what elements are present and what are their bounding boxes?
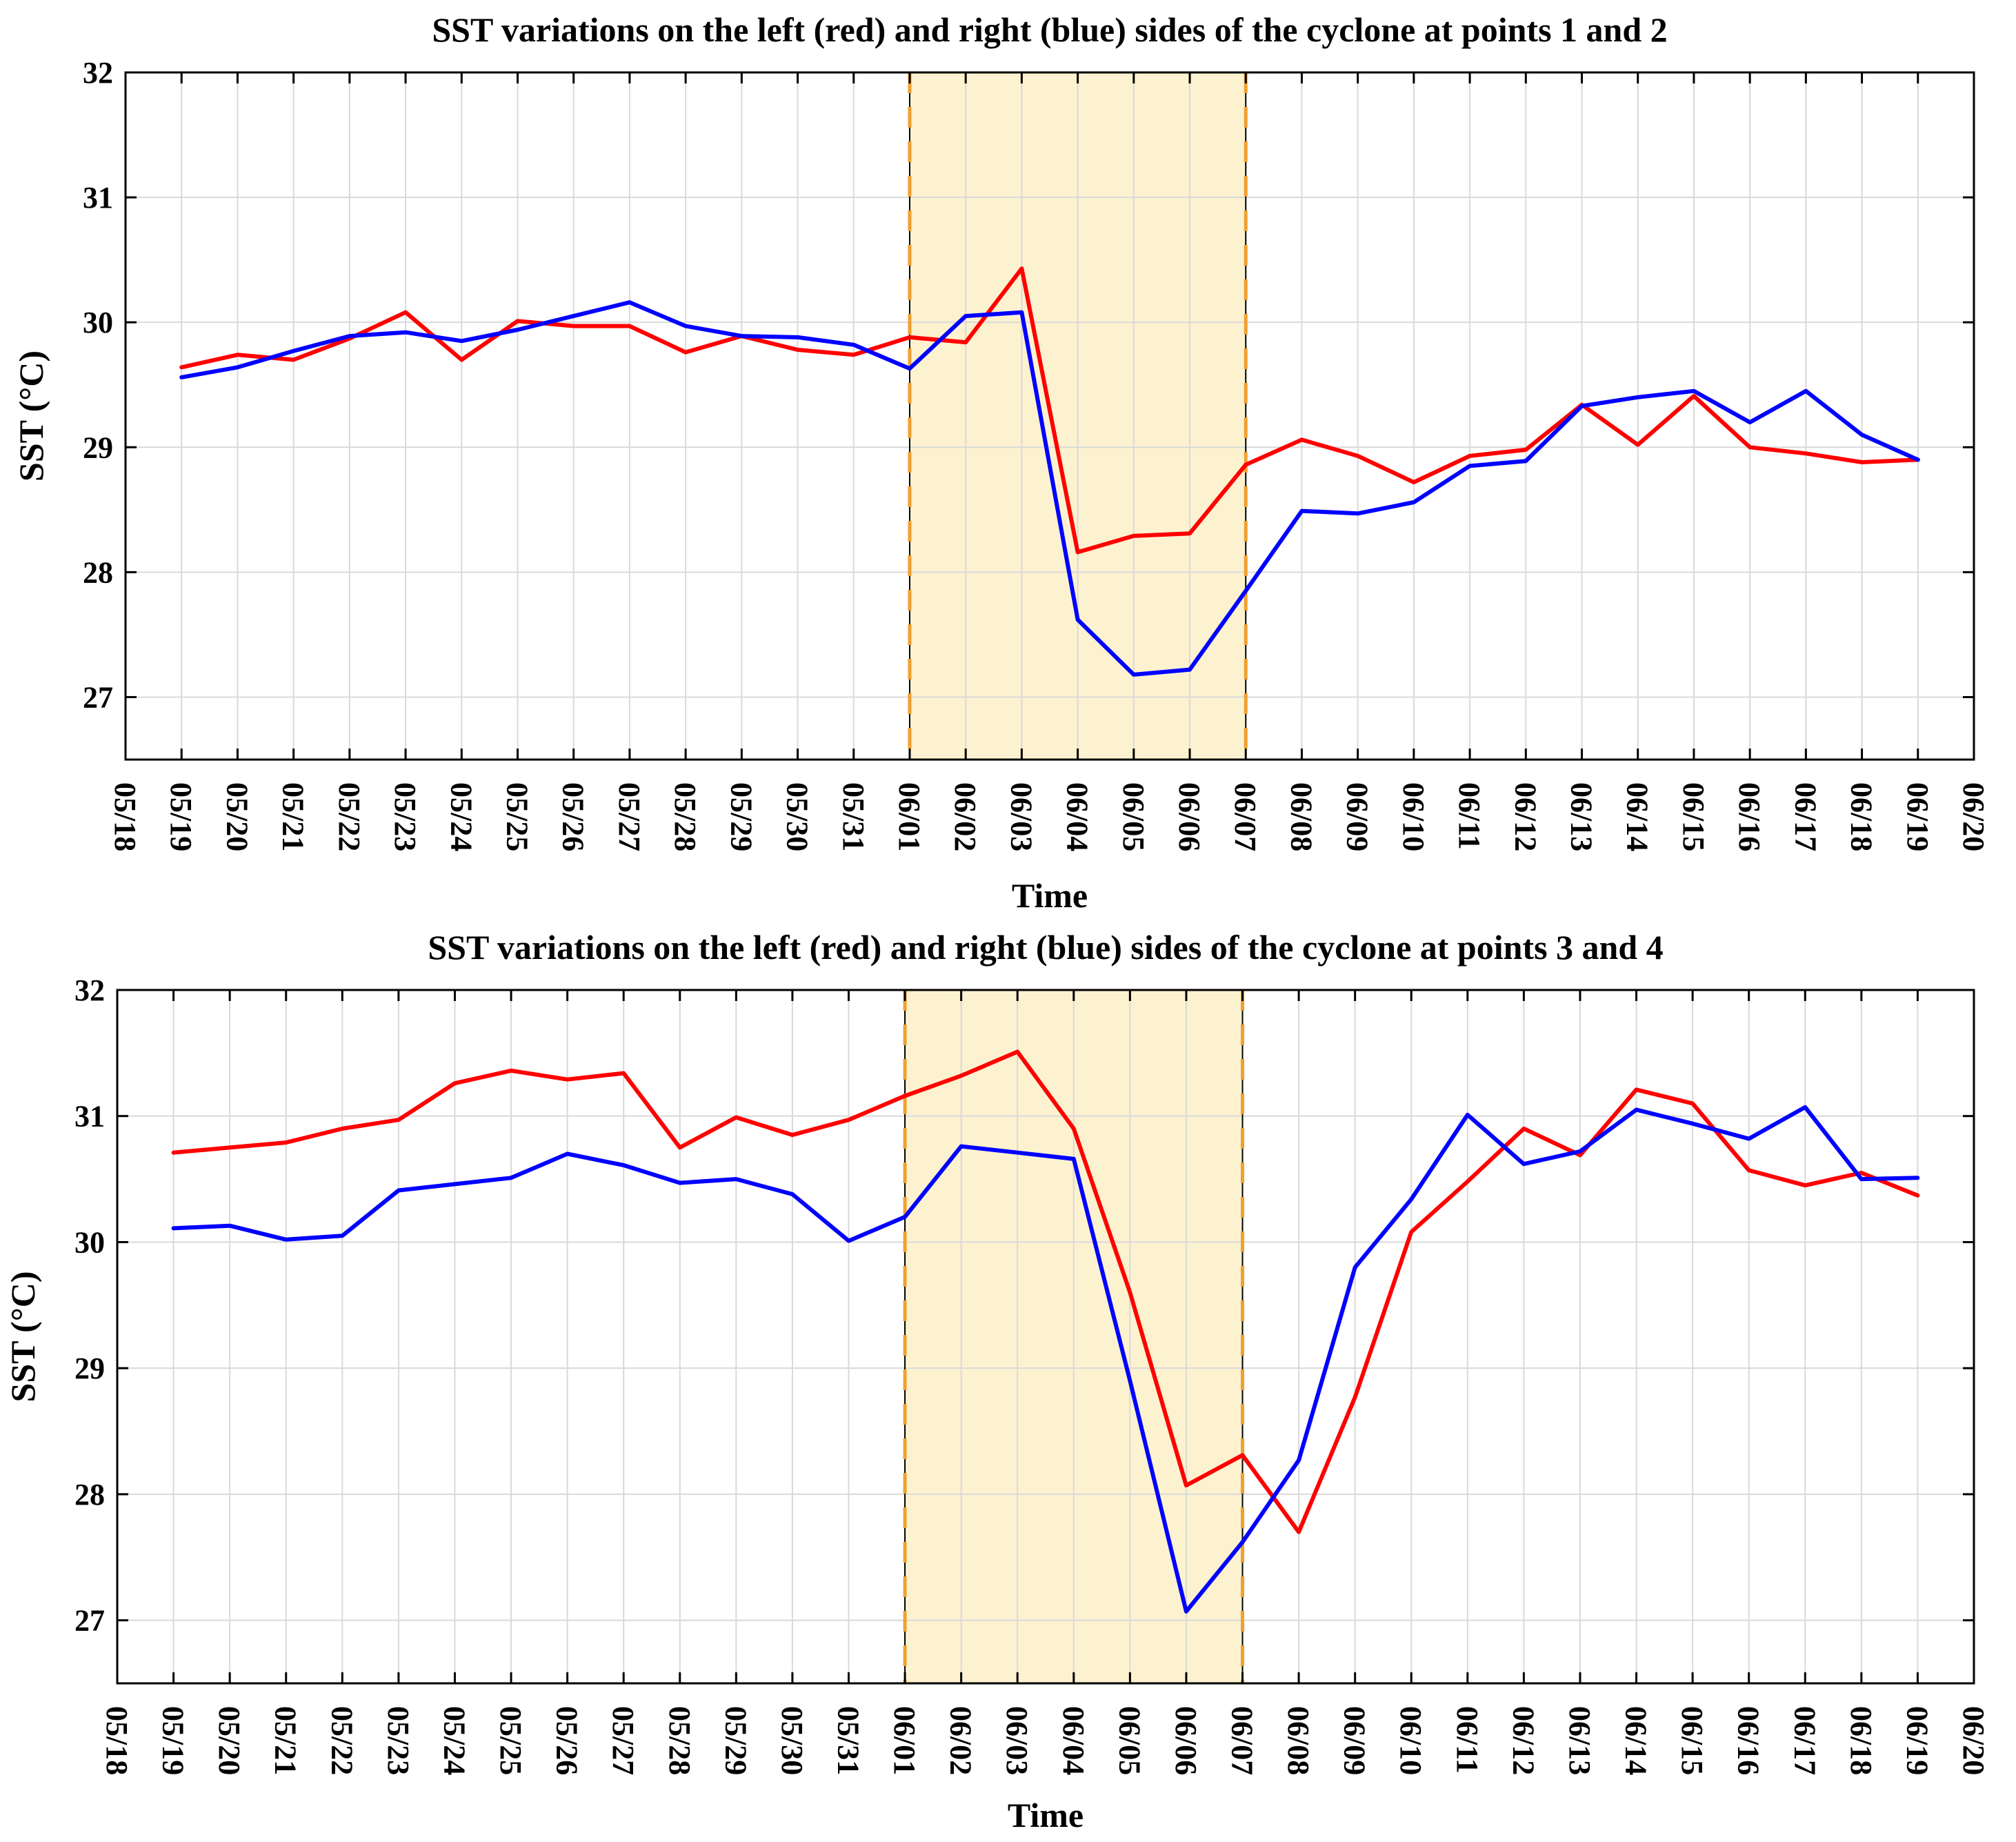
x-tick-label: 05/22 xyxy=(332,782,366,851)
x-tick-label: 05/31 xyxy=(837,782,870,851)
x-tick-label: 06/18 xyxy=(1845,782,1879,851)
x-tick-label: 06/17 xyxy=(1788,1706,1822,1775)
x-tick-label: 06/03 xyxy=(1000,1706,1034,1775)
x-tick-label: 06/12 xyxy=(1506,1706,1540,1775)
x-tick-label: 06/04 xyxy=(1057,1706,1090,1775)
x-tick-label: 05/29 xyxy=(719,1706,752,1775)
series-line-red-left xyxy=(179,266,1920,555)
x-tick-label: 05/26 xyxy=(557,782,590,851)
chart-panel-bottom: 27 28 29 30 31 32 05/18 05/19 05/20 05/21 05/22 05/… xyxy=(3,928,1990,1834)
x-tick-label: 05/24 xyxy=(444,782,478,851)
x-tick-label: 06/05 xyxy=(1112,1706,1146,1775)
x-tick-label: 05/19 xyxy=(157,1706,190,1775)
x-tick-label: 06/02 xyxy=(944,1706,978,1775)
x-tick-label: 06/14 xyxy=(1619,1706,1653,1775)
x-tick-label: 06/12 xyxy=(1508,782,1542,851)
chart-title: SST variations on the left (red) and rig… xyxy=(432,10,1667,49)
x-tick-label: 05/23 xyxy=(388,782,422,851)
x-tick-label: 06/01 xyxy=(888,1706,921,1775)
x-tick-label: 06/06 xyxy=(1172,782,1206,851)
x-tick-label: 06/10 xyxy=(1394,1706,1428,1775)
x-tick-label: 05/27 xyxy=(606,1706,640,1775)
x-tick-label: 06/01 xyxy=(892,782,926,851)
y-tick-label: 30 xyxy=(74,1225,105,1259)
y-tick-label: 29 xyxy=(74,1351,105,1385)
x-tick-label: 06/11 xyxy=(1453,782,1486,850)
x-tick-label: 06/14 xyxy=(1621,782,1655,851)
x-tick-label: 06/11 xyxy=(1450,1706,1484,1774)
series-line-red-left xyxy=(171,1049,1920,1534)
y-tick-label: 28 xyxy=(83,555,113,589)
x-tick-label: 05/28 xyxy=(668,782,702,851)
x-tick-label: 05/27 xyxy=(612,782,646,851)
x-tick-label: 06/08 xyxy=(1284,782,1318,851)
series-line-blue-right xyxy=(179,300,1920,677)
x-tick-label: 06/15 xyxy=(1677,782,1710,851)
x-tick-label: 06/09 xyxy=(1338,1706,1372,1775)
x-tick-label: 06/18 xyxy=(1844,1706,1878,1775)
x-tick-label: 06/13 xyxy=(1565,782,1599,851)
x-tick-label: 06/06 xyxy=(1169,1706,1203,1775)
plot-frame xyxy=(116,989,1975,1685)
x-tick-label: 06/20 xyxy=(1957,1706,1990,1775)
x-tick-label: 06/08 xyxy=(1281,1706,1315,1775)
y-tick-label: 27 xyxy=(74,1604,105,1638)
y-tick-label: 31 xyxy=(74,1100,105,1133)
x-tick-label: 06/03 xyxy=(1004,782,1038,851)
x-tick-label: 05/23 xyxy=(381,1706,415,1775)
x-tick-label: 05/21 xyxy=(277,782,310,851)
chart-title: SST variations on the left (red) and rig… xyxy=(428,928,1663,967)
y-tick-label: 32 xyxy=(83,56,113,90)
x-tick-label: 05/25 xyxy=(494,1706,528,1775)
x-tick-label: 06/05 xyxy=(1117,782,1150,851)
x-tick-label: 06/13 xyxy=(1563,1706,1597,1775)
x-tick-label: 06/09 xyxy=(1341,782,1375,851)
x-tick-label: 06/20 xyxy=(1957,782,1990,851)
x-tick-label: 06/17 xyxy=(1788,782,1822,851)
series-line-blue-right xyxy=(171,1105,1920,1614)
x-tick-label: 05/18 xyxy=(100,1706,134,1775)
plot-frame xyxy=(124,71,1975,761)
y-tick-label: 27 xyxy=(83,680,113,714)
x-tick-label: 06/19 xyxy=(1901,782,1935,851)
x-axis-label: Time xyxy=(1012,876,1088,915)
x-tick-label: 06/10 xyxy=(1397,782,1430,851)
y-axis-label: SST (°C) xyxy=(3,1271,42,1403)
x-axis-label: Time xyxy=(1008,1796,1084,1834)
chart-panel-top: 27 28 29 30 31 32 05/18 05/19 05/20 05/21 05/22 05/… xyxy=(12,10,1990,915)
x-tick-label: 06/04 xyxy=(1061,782,1095,851)
x-tick-label: 05/29 xyxy=(724,782,758,851)
y-tick-label: 28 xyxy=(74,1478,105,1512)
x-tick-label: 05/30 xyxy=(781,782,815,851)
x-tick-label: 05/21 xyxy=(269,1706,303,1775)
x-tick-label: 05/20 xyxy=(212,1706,246,1775)
x-tick-label: 05/30 xyxy=(775,1706,809,1775)
x-tick-label: 05/24 xyxy=(437,1706,471,1775)
x-tick-label: 06/15 xyxy=(1675,1706,1709,1775)
x-tick-label: 06/07 xyxy=(1228,782,1262,851)
x-tick-label: 06/16 xyxy=(1733,782,1766,851)
x-tick-label: 05/28 xyxy=(663,1706,697,1775)
x-tick-label: 05/25 xyxy=(500,782,534,851)
y-tick-label: 29 xyxy=(83,430,113,464)
x-tick-label: 05/19 xyxy=(164,782,198,851)
x-tick-label: 05/22 xyxy=(325,1706,359,1775)
y-axis-label: SST (°C) xyxy=(12,350,50,482)
y-tick-label: 31 xyxy=(83,181,113,215)
x-tick-label: 06/07 xyxy=(1226,1706,1259,1775)
x-tick-label: 05/18 xyxy=(108,782,142,851)
x-tick-label: 05/20 xyxy=(220,782,254,851)
y-tick-label: 30 xyxy=(83,306,113,339)
x-tick-label: 05/31 xyxy=(831,1706,865,1775)
y-tick-label: 32 xyxy=(74,973,105,1007)
x-tick-label: 06/19 xyxy=(1900,1706,1934,1775)
x-tick-label: 06/02 xyxy=(948,782,982,851)
x-tick-label: 05/26 xyxy=(550,1706,584,1775)
x-tick-label: 06/16 xyxy=(1732,1706,1766,1775)
